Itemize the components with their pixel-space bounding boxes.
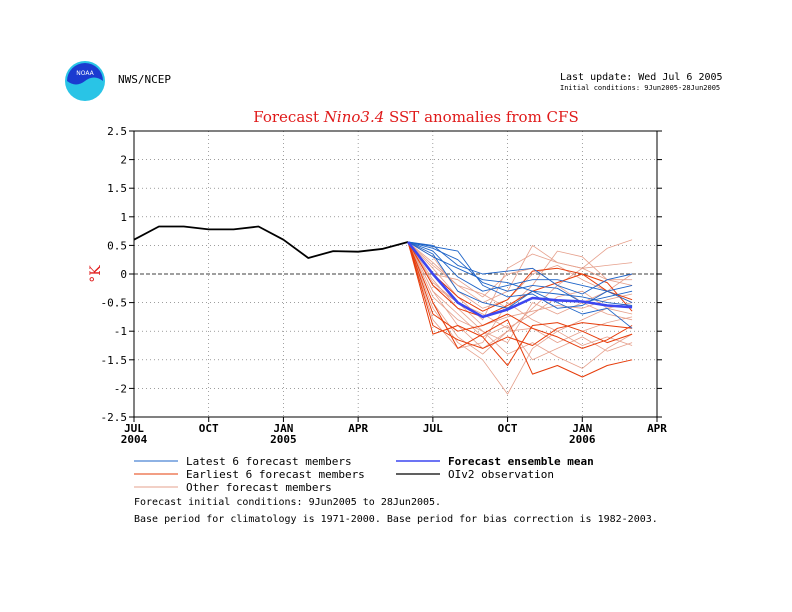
x-tick-label: JUL	[423, 422, 443, 435]
earliest-member-line	[407, 241, 633, 312]
noaa-logo-icon: NOAA	[65, 61, 105, 101]
y-tick-label: 2	[120, 154, 127, 167]
other-member-line	[407, 241, 633, 304]
y-tick-label: -2	[114, 382, 127, 395]
chart-title-part: Forecast	[253, 108, 324, 126]
observation-line	[133, 225, 409, 259]
y-tick-label: 0	[120, 268, 127, 281]
x-tick-label: OCT	[498, 422, 518, 435]
legend-label-other: Other forecast members	[186, 481, 332, 494]
x-tick-label: APR	[348, 422, 368, 435]
other-member-line	[407, 241, 633, 309]
x-tick-label: JUL	[124, 422, 144, 435]
earliest-member-line	[407, 241, 633, 349]
other-member-line	[407, 241, 633, 349]
legend-label-latest: Latest 6 forecast members	[186, 455, 352, 468]
x-tick-label: APR	[647, 422, 667, 435]
y-tick-label: -0.5	[101, 297, 128, 310]
latest-member-line	[407, 241, 633, 304]
other-member-line	[407, 241, 633, 355]
chart-title-part: Nino3.4	[323, 108, 384, 126]
x-tick-year-label: 2004	[121, 433, 148, 446]
earliest-member-line	[407, 241, 633, 378]
ensemble-mean-line	[406, 241, 633, 319]
chart-title: Forecast Nino3.4 SST anomalies from CFS	[253, 108, 578, 126]
y-tick-label: 1	[120, 211, 127, 224]
legend-label-mean: Forecast ensemble mean	[448, 455, 594, 468]
x-tick-label: JAN	[572, 422, 592, 435]
y-tick-label: 0.5	[107, 239, 127, 252]
y-tick-label: 1.5	[107, 182, 127, 195]
x-tick-label: JAN	[273, 422, 293, 435]
agency-label: NWS/NCEP	[118, 73, 171, 86]
logo-text: NOAA	[76, 70, 94, 77]
earliest-member-line	[407, 241, 633, 366]
initial-conditions-label: Initial conditions: 9Jun2005-28Jun2005	[560, 84, 721, 92]
legend-label-earliest: Earliest 6 forecast members	[186, 468, 365, 481]
x-tick-year-label: 2006	[569, 433, 596, 446]
other-member-line	[407, 241, 633, 344]
other-member-line	[407, 239, 633, 321]
y-tick-label: 2.5	[107, 125, 127, 138]
earliest-member-line	[407, 241, 633, 318]
footnote-initial-conditions: Forecast initial conditions: 9Jun2005 to…	[134, 497, 442, 508]
latest-member-line	[407, 241, 633, 295]
y-axis-label: °K	[88, 265, 104, 283]
footnote-base-period: Base period for climatology is 1971-2000…	[134, 514, 658, 525]
last-update-label: Last update: Wed Jul 6 2005	[560, 72, 723, 83]
latest-member-line	[407, 241, 633, 329]
x-tick-year-label: 2005	[270, 433, 297, 446]
y-tick-label: -1	[114, 325, 127, 338]
legend-label-observation: OIv2 observation	[448, 468, 554, 481]
y-tick-label: -2.5	[101, 411, 128, 424]
latest-member-line	[407, 241, 633, 309]
earliest-member-line	[407, 241, 633, 349]
latest-member-line	[407, 241, 633, 304]
y-tick-label: -1.5	[101, 354, 128, 367]
chart-title-part: SST anomalies from CFS	[384, 108, 578, 126]
x-tick-label: OCT	[199, 422, 219, 435]
